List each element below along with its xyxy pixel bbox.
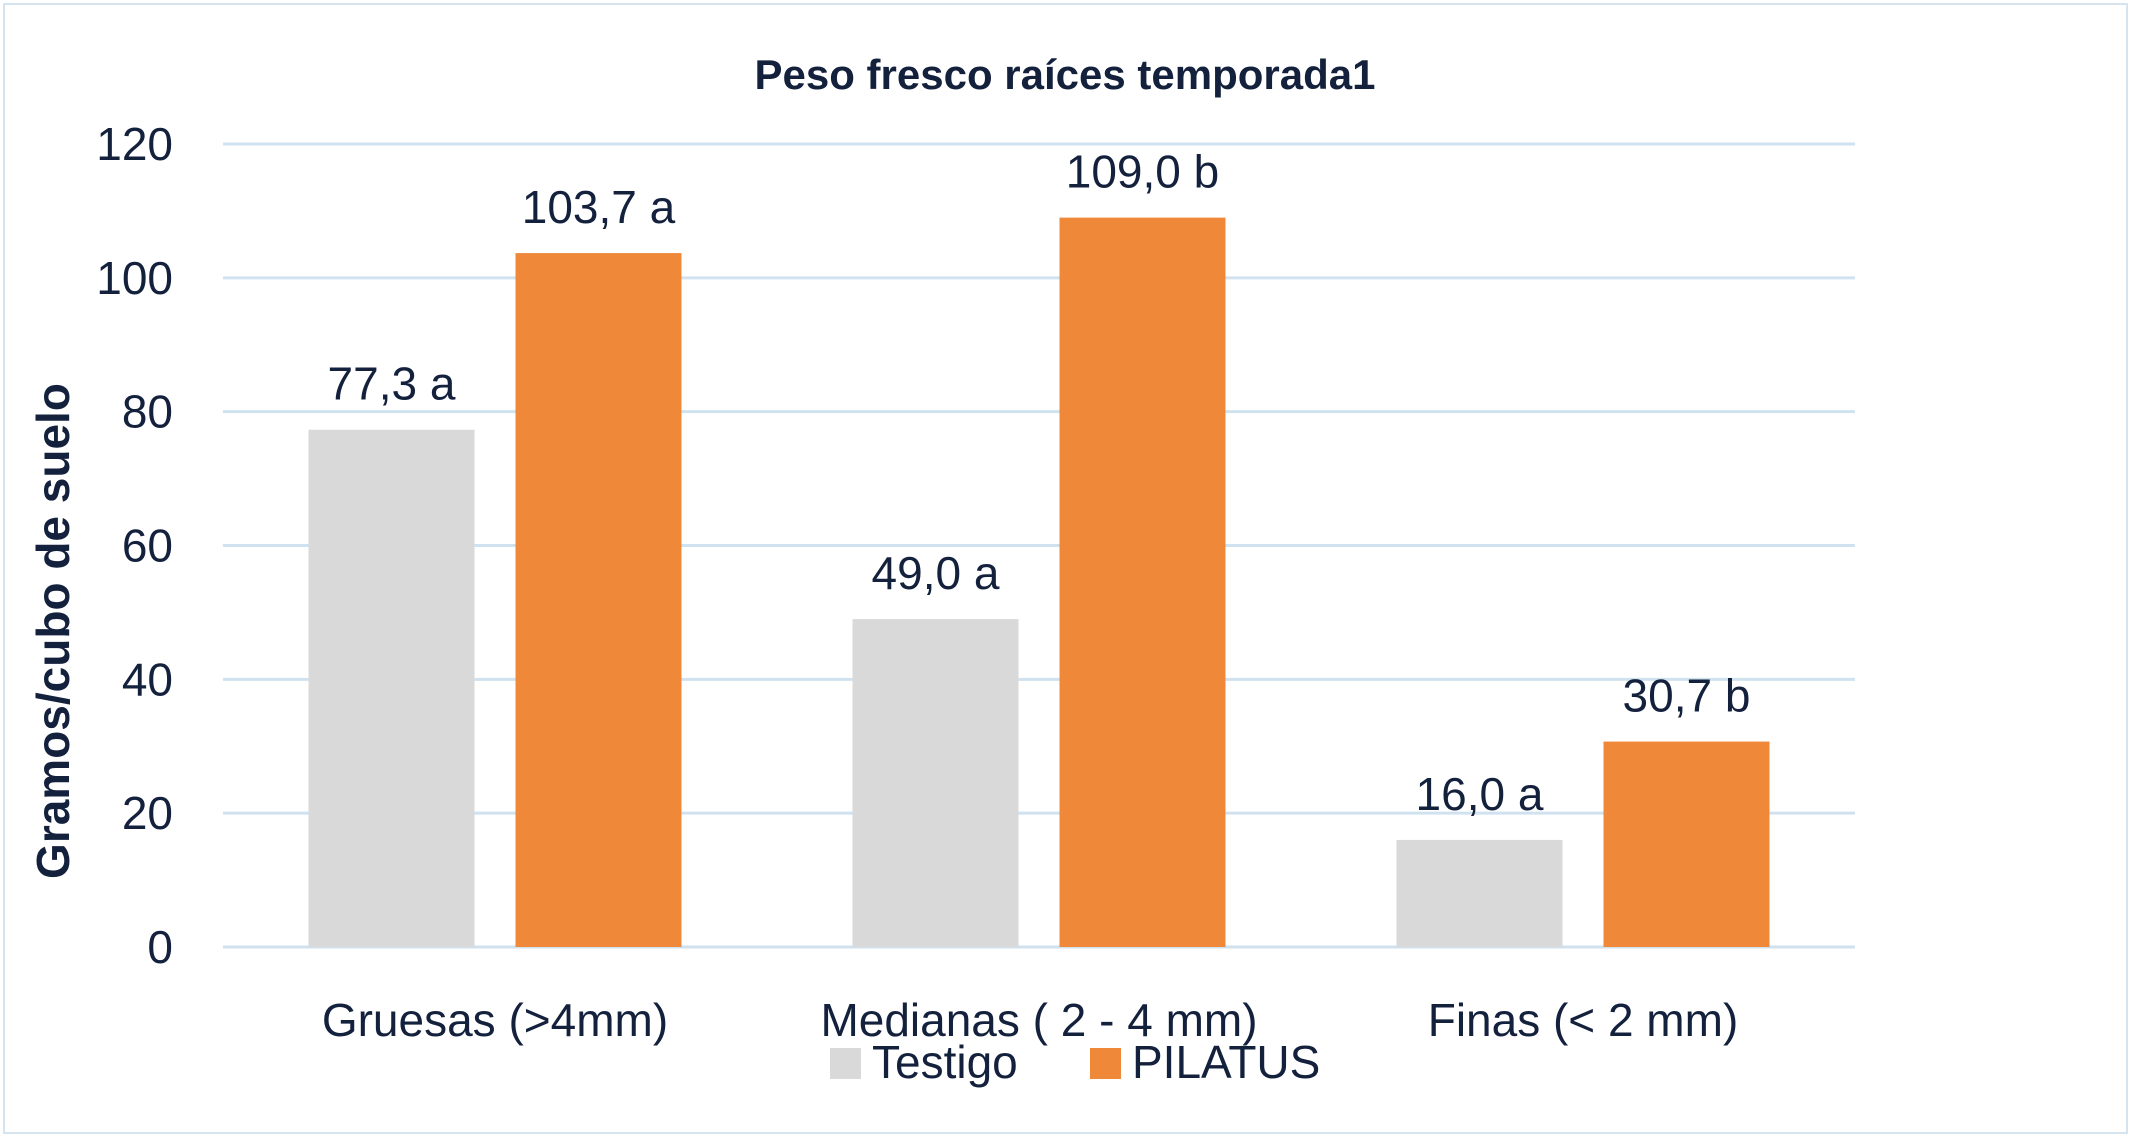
y-tick-label: 20 [122, 787, 173, 839]
bar-testigo [852, 619, 1019, 947]
data-label: 30,7 b [1623, 670, 1751, 722]
y-axis-label: Gramos/cubo de suelo [27, 383, 79, 879]
x-category-label: Gruesas (>4mm) [322, 994, 668, 1046]
x-category-label: Finas (< 2 mm) [1428, 994, 1739, 1046]
bar-testigo [1396, 839, 1563, 947]
data-label: 16,0 a [1416, 768, 1544, 820]
data-label: 103,7 a [522, 181, 676, 233]
bar-pilatus [1059, 217, 1226, 947]
x-axis-categories: Gruesas (>4mm) Medianas ( 2 - 4 mm) Finas … [322, 994, 1738, 1046]
y-tick-label: 120 [96, 118, 173, 170]
data-labels: 77,3 a 103,7 a 49,0 a 109,0 b 16,0 a 30,7 b [328, 146, 1751, 820]
data-label: 77,3 a [328, 358, 456, 410]
y-tick-label: 100 [96, 252, 173, 304]
bars [308, 217, 1770, 948]
y-axis-ticks: 0 20 40 60 80 100 120 [96, 118, 173, 973]
chart-frame: Peso fresco raíces temporada1 0 20 40 60 80 1… [3, 3, 2128, 1134]
legend-swatch [830, 1048, 861, 1079]
y-tick-label: 80 [122, 386, 173, 438]
bar-testigo [308, 429, 475, 948]
data-label: 109,0 b [1066, 146, 1219, 198]
gridlines [223, 142, 1855, 949]
legend: Testigo PILATUS [830, 1036, 1320, 1088]
y-tick-label: 40 [122, 653, 173, 705]
chart-title: Peso fresco raíces temporada1 [755, 51, 1376, 98]
bar-pilatus [1603, 741, 1770, 947]
bar-chart: Peso fresco raíces temporada1 0 20 40 60 80 1… [27, 51, 1855, 1088]
legend-label: Testigo [872, 1036, 1018, 1088]
x-category-label: Medianas ( 2 - 4 mm) [820, 994, 1257, 1046]
data-label: 49,0 a [872, 547, 1000, 599]
y-tick-label: 0 [147, 921, 173, 973]
bar-pilatus [515, 253, 682, 948]
legend-swatch [1090, 1048, 1121, 1079]
y-tick-label: 60 [122, 520, 173, 572]
legend-label: PILATUS [1132, 1036, 1320, 1088]
